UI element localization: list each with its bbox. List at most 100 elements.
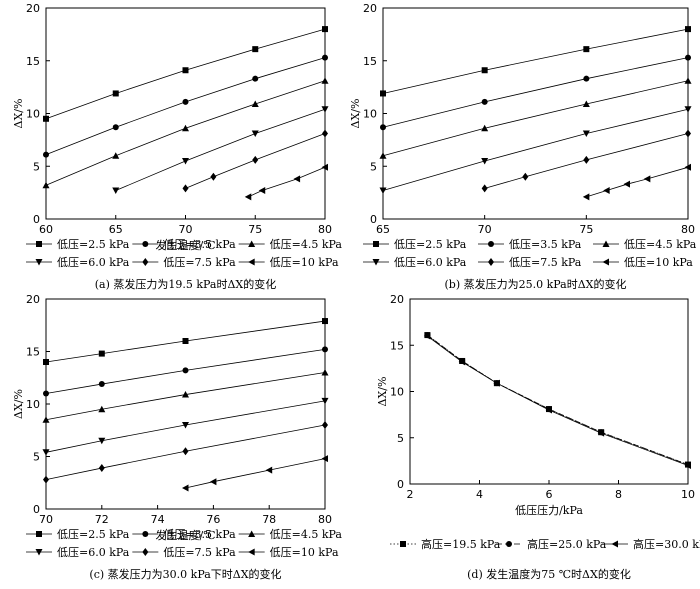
data-point — [43, 151, 49, 158]
data-point — [322, 318, 328, 325]
panel-caption: (c) 蒸发压力为30.0 kPa下时ΔX的变化 — [89, 567, 281, 581]
data-point — [265, 466, 273, 474]
data-point — [43, 115, 49, 122]
legend-marker — [611, 540, 618, 548]
legend-entry: 低压=2.5 kPa — [394, 238, 467, 251]
data-point — [322, 421, 328, 429]
data-point — [251, 100, 259, 108]
data-point — [582, 100, 590, 108]
series-line-4 — [45, 424, 326, 480]
data-point — [182, 98, 189, 105]
legend-marker — [35, 259, 43, 266]
legend-entry: 低压=6.0 kPa — [394, 256, 467, 269]
panel-caption: (b) 蒸发压力为25.0 kPa时ΔX的变化 — [444, 277, 626, 291]
data-point — [321, 369, 329, 376]
legend-entry: 低压=4.5 kPa — [270, 238, 343, 251]
data-point — [379, 152, 387, 159]
data-point — [42, 449, 50, 456]
x-tick-label: 65 — [109, 223, 123, 236]
series-line-1 — [427, 334, 689, 465]
data-point — [684, 77, 692, 84]
y-tick-label: 10 — [26, 398, 40, 411]
data-point — [481, 124, 489, 132]
data-point — [321, 455, 328, 463]
y-tick-label: 15 — [390, 339, 404, 352]
legend-entry: 低压=10 kPa — [624, 256, 693, 269]
legend-marker — [142, 531, 149, 537]
y-axis-label: ΔX/% — [12, 389, 25, 419]
series-line-2 — [45, 372, 326, 421]
legend-marker — [372, 259, 380, 266]
chart-panel-3: 2 4 6 8 10 0 5 10 15 20 低压压力/kPa ΔX/% 高压=19.5 kPa 高压=… — [376, 293, 700, 581]
x-tick-label: 10 — [681, 488, 695, 501]
data-point — [98, 405, 106, 413]
x-tick-label: 4 — [476, 488, 483, 501]
series-line-1 — [45, 349, 326, 394]
x-tick-label: 80 — [318, 513, 332, 526]
data-point — [423, 332, 431, 340]
data-point — [522, 172, 529, 181]
y-tick-label: 0 — [33, 213, 40, 226]
series-line-0 — [45, 28, 326, 120]
data-point — [321, 106, 329, 113]
x-tick-label: 6 — [546, 488, 553, 501]
y-tick-label: 0 — [33, 503, 40, 516]
legend-marker — [248, 240, 256, 247]
panel-caption: (d) 发生温度为75 ℃时ΔX的变化 — [467, 567, 631, 581]
series-line-4 — [484, 133, 689, 189]
data-point — [209, 478, 217, 486]
data-point — [258, 187, 266, 195]
x-tick-label: 8 — [615, 488, 622, 501]
panel-caption: (a) 蒸发压力为19.5 kPa时ΔX的变化 — [95, 277, 277, 291]
legend-entry: 低压=10 kPa — [270, 546, 339, 559]
legend-entry: 低压=2.5 kPa — [57, 238, 130, 251]
data-point — [252, 46, 259, 53]
data-point — [493, 379, 500, 387]
data-point — [685, 54, 691, 61]
legend-entry: 低压=3.5 kPa — [509, 238, 582, 251]
x-axis-label: 低压压力/kPa — [515, 504, 583, 517]
x-tick-label: 75 — [248, 223, 262, 236]
x-tick-label: 80 — [681, 223, 695, 236]
y-tick-label: 10 — [390, 386, 404, 399]
data-point — [43, 359, 49, 365]
data-point — [684, 462, 691, 469]
y-tick-label: 0 — [370, 213, 377, 226]
data-point — [42, 416, 50, 423]
y-tick-label: 15 — [363, 55, 377, 68]
series-line-3 — [115, 108, 326, 191]
plot-frame — [409, 298, 689, 485]
x-tick-label: 2 — [407, 488, 414, 501]
series-line-5 — [185, 458, 326, 489]
y-axis-label: ΔX/% — [349, 99, 362, 129]
legend-entry: 高压=30.0 kPa — [633, 537, 700, 551]
legend-entry: 高压=25.0 kPa — [527, 537, 607, 551]
data-point — [182, 338, 189, 344]
data-point — [182, 124, 189, 132]
legend-marker — [248, 258, 255, 266]
data-point — [481, 98, 488, 105]
x-tick-label: 60 — [39, 223, 53, 236]
data-point — [43, 475, 49, 484]
y-tick-label: 20 — [26, 2, 40, 15]
legend-marker — [488, 241, 494, 247]
data-point — [685, 129, 691, 138]
x-tick-label: 80 — [318, 223, 332, 236]
series-line-4 — [185, 133, 326, 189]
data-point — [597, 429, 605, 437]
y-tick-label: 20 — [26, 293, 40, 306]
legend-entry: 低压=7.5 kPa — [163, 546, 236, 559]
legend-entry: 低压=6.0 kPa — [57, 546, 130, 559]
legend-marker — [400, 541, 406, 547]
x-tick-label: 75 — [579, 223, 593, 236]
data-point — [684, 163, 691, 171]
data-point — [322, 346, 328, 353]
series-line-2 — [45, 80, 326, 186]
legend-marker — [142, 241, 149, 247]
data-point — [98, 464, 105, 473]
data-point — [481, 184, 488, 193]
data-point — [252, 75, 259, 82]
data-point — [98, 381, 105, 388]
legend-entry: 低压=4.5 kPa — [270, 528, 343, 541]
